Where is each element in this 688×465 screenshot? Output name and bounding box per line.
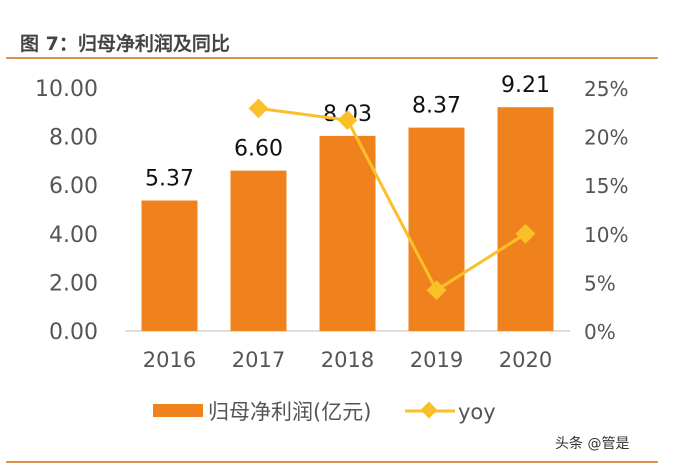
top-rule — [6, 57, 658, 59]
right-tick-label: 20% — [584, 126, 628, 150]
legend-bar-label: 归母净利润(亿元) — [208, 400, 371, 424]
right-tick-label: 15% — [584, 174, 628, 198]
left-tick-label: 10.00 — [35, 77, 98, 102]
left-tick-label: 0.00 — [49, 320, 98, 345]
left-tick-label: 6.00 — [49, 174, 98, 199]
left-tick-label: 2.00 — [49, 271, 98, 296]
left-tick-label: 4.00 — [49, 223, 98, 248]
yoy-line — [258, 106, 527, 293]
right-tick-label: 5% — [584, 271, 616, 295]
right-tick-label: 0% — [584, 320, 616, 344]
data-label-2016: 5.37 — [145, 167, 194, 192]
x-tick-label: 2020 — [499, 348, 552, 372]
data-label-2020: 9.21 — [501, 73, 550, 98]
right-tick-label: 25% — [584, 77, 628, 101]
x-tick-label: 2018 — [321, 348, 374, 372]
legend-line-marker — [420, 401, 438, 419]
right-tick-label: 10% — [584, 223, 628, 247]
bar-2019 — [408, 127, 465, 331]
yoy-marker — [426, 280, 447, 301]
legend-line-label: yoy — [458, 400, 496, 424]
bar-2020 — [497, 107, 554, 332]
bar-2016 — [141, 200, 198, 331]
bottom-rule — [6, 461, 658, 463]
legend-bar-swatch — [153, 404, 203, 417]
data-label-2019: 8.37 — [412, 94, 461, 119]
data-label-2017: 6.60 — [234, 137, 283, 162]
x-tick-label: 2019 — [410, 348, 463, 372]
left-tick-label: 8.00 — [49, 126, 98, 151]
yoy-marker — [248, 98, 269, 119]
x-tick-label: 2016 — [143, 348, 196, 372]
bar-2017 — [230, 170, 287, 331]
yoy-marker — [337, 110, 358, 130]
bar-2018 — [319, 135, 376, 331]
watermark: 头条 @管是 — [555, 436, 630, 452]
figure-title: 图 7：归母净利润及同比 — [20, 33, 230, 55]
x-tick-label: 2017 — [232, 348, 285, 372]
